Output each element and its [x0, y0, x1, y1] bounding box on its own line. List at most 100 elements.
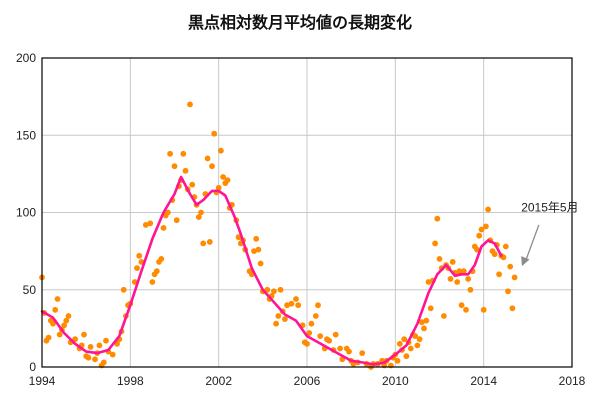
gridlines: [41, 57, 573, 368]
data-point: [52, 306, 59, 313]
annotation-arrow-head: [521, 256, 530, 267]
x-tick-label: 2002: [205, 374, 232, 388]
data-point: [235, 234, 242, 241]
data-point: [359, 350, 366, 356]
data-point: [220, 174, 227, 180]
data-point: [511, 274, 518, 281]
data-point: [120, 286, 127, 293]
data-point: [277, 286, 284, 293]
data-point: [449, 259, 456, 265]
data-point: [396, 340, 403, 347]
y-tick-label: 100: [16, 206, 36, 220]
data-point: [403, 353, 410, 360]
data-point: [346, 348, 352, 355]
data-point: [109, 351, 116, 358]
data-point: [306, 330, 313, 336]
data-point: [312, 313, 319, 319]
data-point: [189, 181, 196, 188]
data-point: [474, 246, 480, 253]
data-point: [315, 302, 321, 309]
data-point: [165, 209, 171, 216]
data-point: [211, 130, 218, 137]
data-point: [167, 150, 174, 157]
data-point: [480, 306, 487, 313]
data-point: [147, 220, 154, 227]
data-point: [271, 288, 277, 295]
data-point: [92, 356, 98, 363]
annotation: 2015年5月: [521, 201, 579, 267]
data-point: [149, 279, 156, 285]
data-point: [224, 177, 231, 184]
data-point: [200, 240, 207, 247]
data-point: [491, 251, 498, 258]
data-point: [153, 268, 160, 275]
data-point: [63, 317, 70, 324]
data-point: [483, 223, 489, 230]
data-point: [326, 337, 332, 344]
x-tick-label: 2010: [382, 374, 409, 388]
data-point: [173, 217, 180, 224]
data-point: [209, 163, 215, 170]
data-point: [436, 256, 443, 262]
y-tick-label: 0: [29, 360, 36, 374]
data-point: [304, 340, 310, 347]
data-point: [407, 345, 414, 352]
data-point: [441, 313, 447, 319]
data-point: [507, 263, 514, 270]
data-point: [467, 286, 474, 293]
data-point: [54, 296, 61, 302]
data-point: [337, 345, 343, 352]
data-point: [158, 256, 165, 262]
smoothed-line: [40, 175, 503, 366]
data-point: [65, 313, 72, 319]
data-point: [142, 222, 149, 228]
data-point: [447, 276, 454, 282]
annotation-label: 2015年5月: [521, 201, 578, 215]
data-point: [418, 319, 425, 326]
y-tick-label: 150: [16, 128, 36, 142]
data-point: [218, 147, 224, 154]
data-point: [414, 342, 421, 349]
data-point: [195, 214, 202, 221]
data-point: [180, 150, 187, 157]
data-point: [187, 101, 193, 108]
x-tick-label: 2006: [294, 374, 321, 388]
data-point: [478, 226, 485, 233]
data-point: [434, 215, 441, 222]
data-point: [463, 306, 469, 313]
data-point: [103, 337, 109, 344]
data-point: [454, 279, 461, 285]
data-point: [56, 331, 63, 338]
data-point: [421, 325, 427, 332]
data-point: [275, 313, 282, 319]
data-point: [502, 243, 509, 250]
y-tick-label: 50: [23, 283, 37, 297]
data-point: [401, 336, 408, 343]
data-point: [96, 342, 103, 349]
data-point: [456, 268, 463, 275]
data-point: [253, 235, 260, 242]
data-point: [394, 357, 401, 364]
data-point: [496, 271, 502, 278]
data-point: [273, 320, 279, 327]
data-point: [412, 333, 419, 339]
data-point: [87, 344, 94, 350]
data-point: [505, 288, 511, 295]
data-point: [160, 225, 167, 231]
data-point: [100, 359, 107, 366]
data-point: [485, 206, 491, 213]
x-tick-label: 2018: [559, 374, 586, 388]
tick-labels: 1994 1998 2002 2006 2010 2014 2018 0 50 100 150 200: [16, 51, 586, 388]
data-point: [465, 276, 472, 282]
data-point: [50, 320, 56, 327]
annotation-arrow: [525, 224, 540, 261]
data-point: [308, 320, 315, 327]
data-point: [416, 336, 423, 343]
data-point: [204, 155, 211, 162]
monthly-points: [39, 101, 518, 370]
data-point: [293, 296, 299, 302]
data-point: [251, 248, 257, 255]
data-point: [317, 333, 324, 339]
data-point: [136, 252, 143, 259]
data-point: [171, 163, 178, 170]
